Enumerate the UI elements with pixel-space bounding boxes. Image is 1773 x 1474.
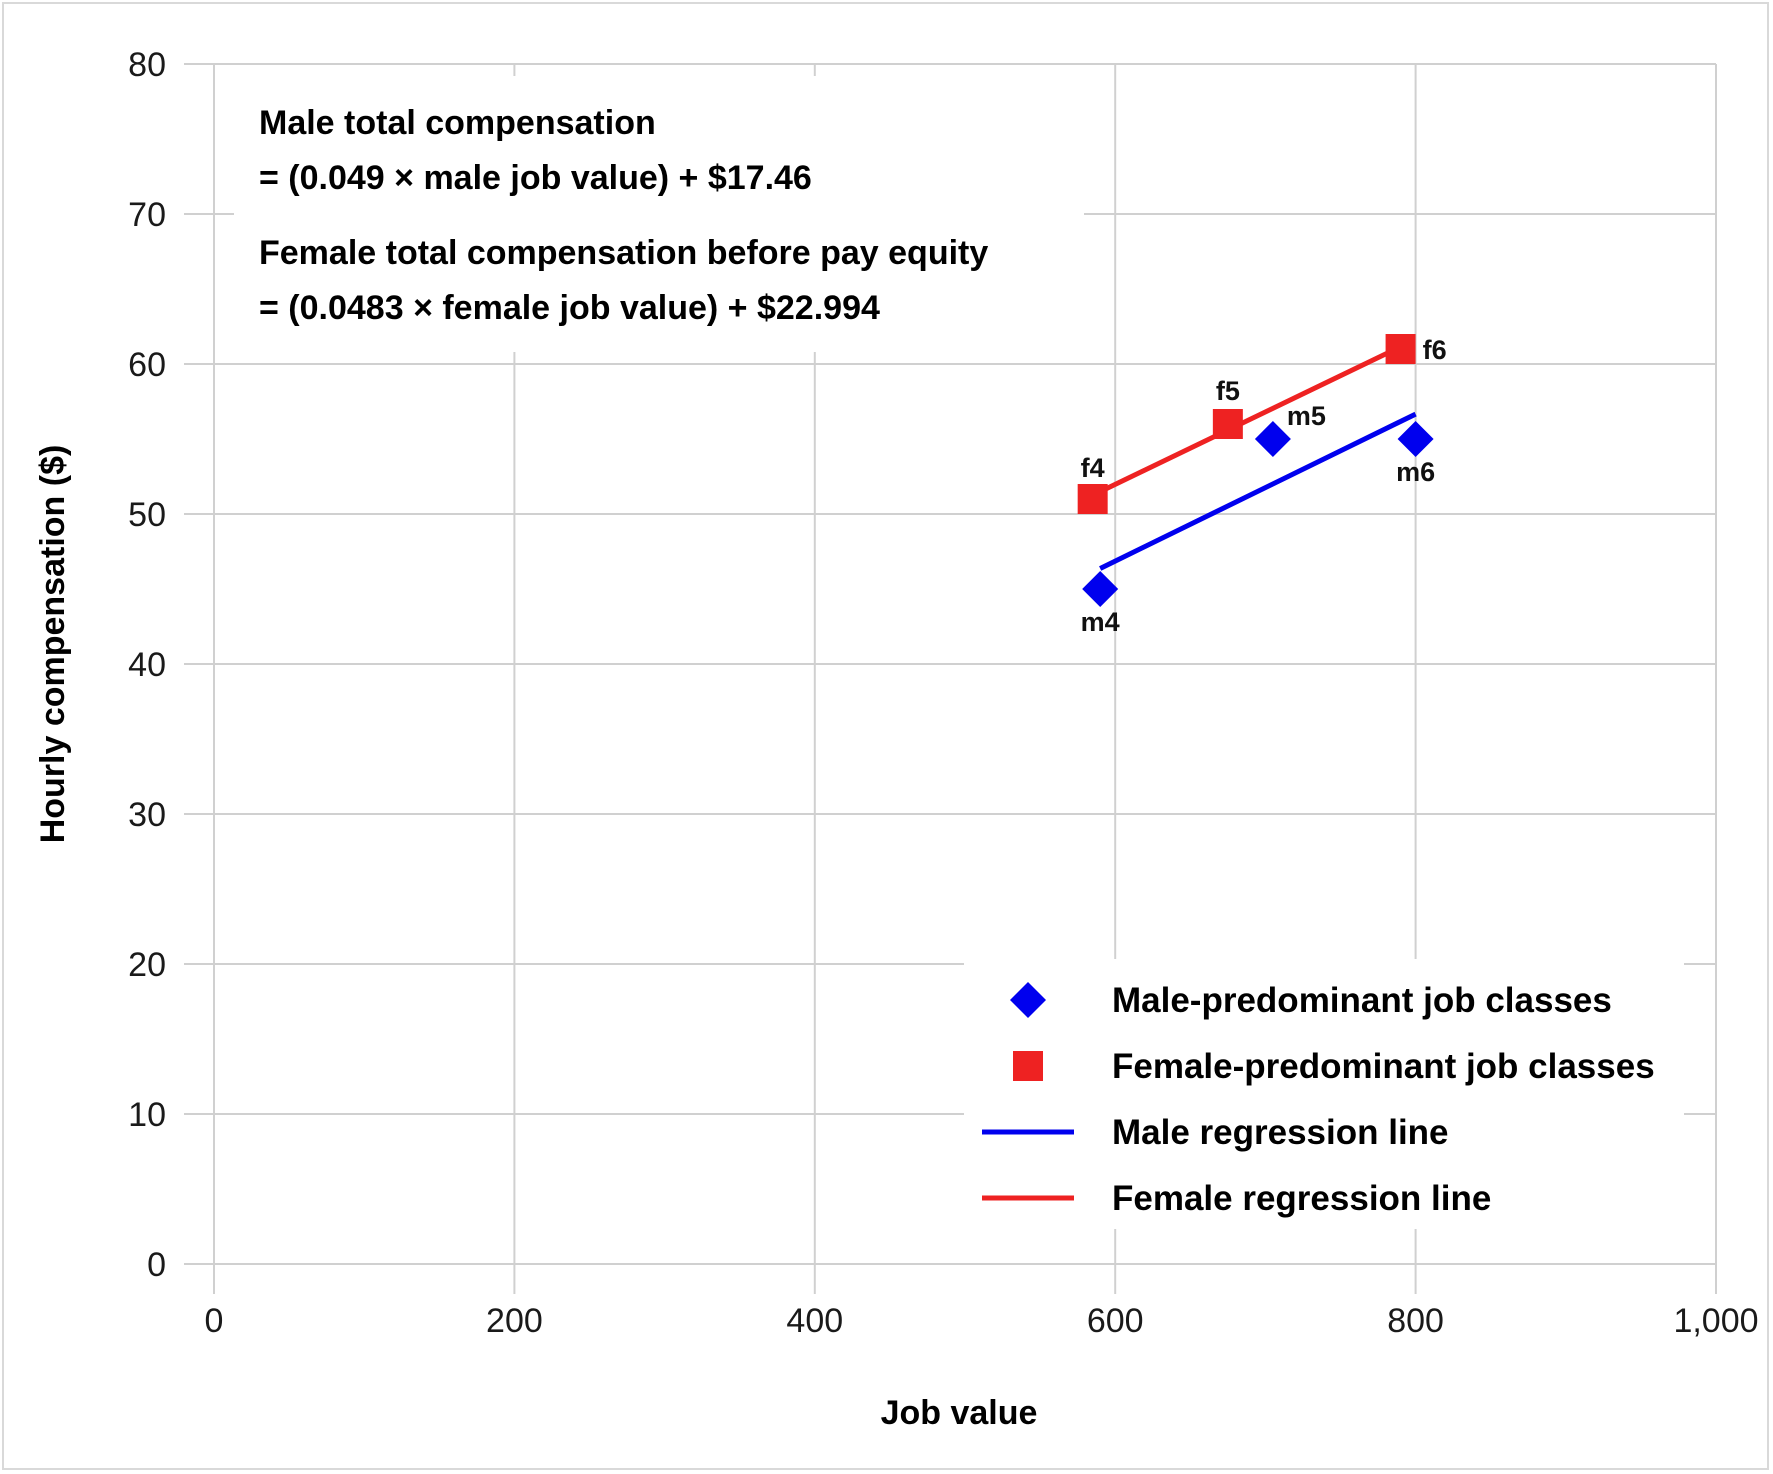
legend-entry-label: Female regression line [1112,1179,1491,1218]
legend-square-icon [1013,1051,1043,1081]
legend: Male-predominant job classes Female-predo… [964,959,1684,1229]
x-tick-label: 400 [786,1302,843,1340]
y-axis-title: Hourly compensation ($) [34,445,72,844]
x-tick-label: 0 [205,1302,224,1340]
legend-entry-label: Male regression line [1112,1113,1449,1152]
x-tick-label: 600 [1087,1302,1144,1340]
point-label-m4: m4 [1081,607,1120,637]
regression-lines [1091,344,1417,571]
y-tick-label: 80 [128,46,166,84]
legend-entry-label: Male-predominant job classes [1112,981,1612,1020]
male-point-m5 [1254,421,1291,457]
y-tick-label: 70 [128,196,166,234]
female-point-f4 [1077,484,1108,514]
female-regression-line [1091,344,1402,498]
point-label-f5: f5 [1216,376,1240,406]
male-point-m4 [1082,571,1119,607]
y-tick-label: 60 [128,346,166,384]
legend-entry-label: Female-predominant job classes [1112,1047,1655,1086]
point-label-m6: m6 [1396,457,1435,487]
y-tick-label: 10 [128,1096,166,1134]
x-axis-title: Job value [881,1394,1038,1432]
equation-annotation: = (0.049 × male job value) + $17.46 [259,159,812,197]
equation-annotation: Male total compensation [259,104,656,142]
annotation-box: Male total compensation = (0.049 × male j… [234,76,1084,352]
x-tick-label: 800 [1387,1302,1444,1340]
equation-annotation: Female total compensation before pay equ… [259,234,988,272]
point-label-m5: m5 [1287,401,1326,431]
y-tick-label: 50 [128,496,166,534]
x-tick-label: 1,000 [1673,1302,1758,1340]
y-tick-label: 20 [128,946,166,984]
equation-annotation: = (0.0483 × female job value) + $22.994 [259,289,880,327]
scatter-chart: 0 10 20 30 40 50 60 70 80 0 200 400 600 800 1,000 Hou… [34,46,1759,1432]
y-tick-label: 40 [128,646,166,684]
y-tick-label: 0 [147,1246,166,1284]
x-axis-ticks: 0 200 400 600 800 1,000 [205,1302,1759,1340]
data-points: m4 m5 m6 f4 f5 f6 [1077,334,1447,637]
female-point-f5 [1212,409,1243,439]
legend-diamond-icon [1010,982,1046,1018]
male-regression-line [1099,411,1417,571]
point-label-f4: f4 [1081,453,1105,483]
male-point-m6 [1397,421,1434,457]
y-axis-ticks: 0 10 20 30 40 50 60 70 80 [128,46,166,1284]
x-tick-label: 200 [486,1302,543,1340]
point-label-f6: f6 [1423,335,1447,365]
y-tick-label: 30 [128,796,166,834]
female-point-f6 [1385,334,1416,364]
